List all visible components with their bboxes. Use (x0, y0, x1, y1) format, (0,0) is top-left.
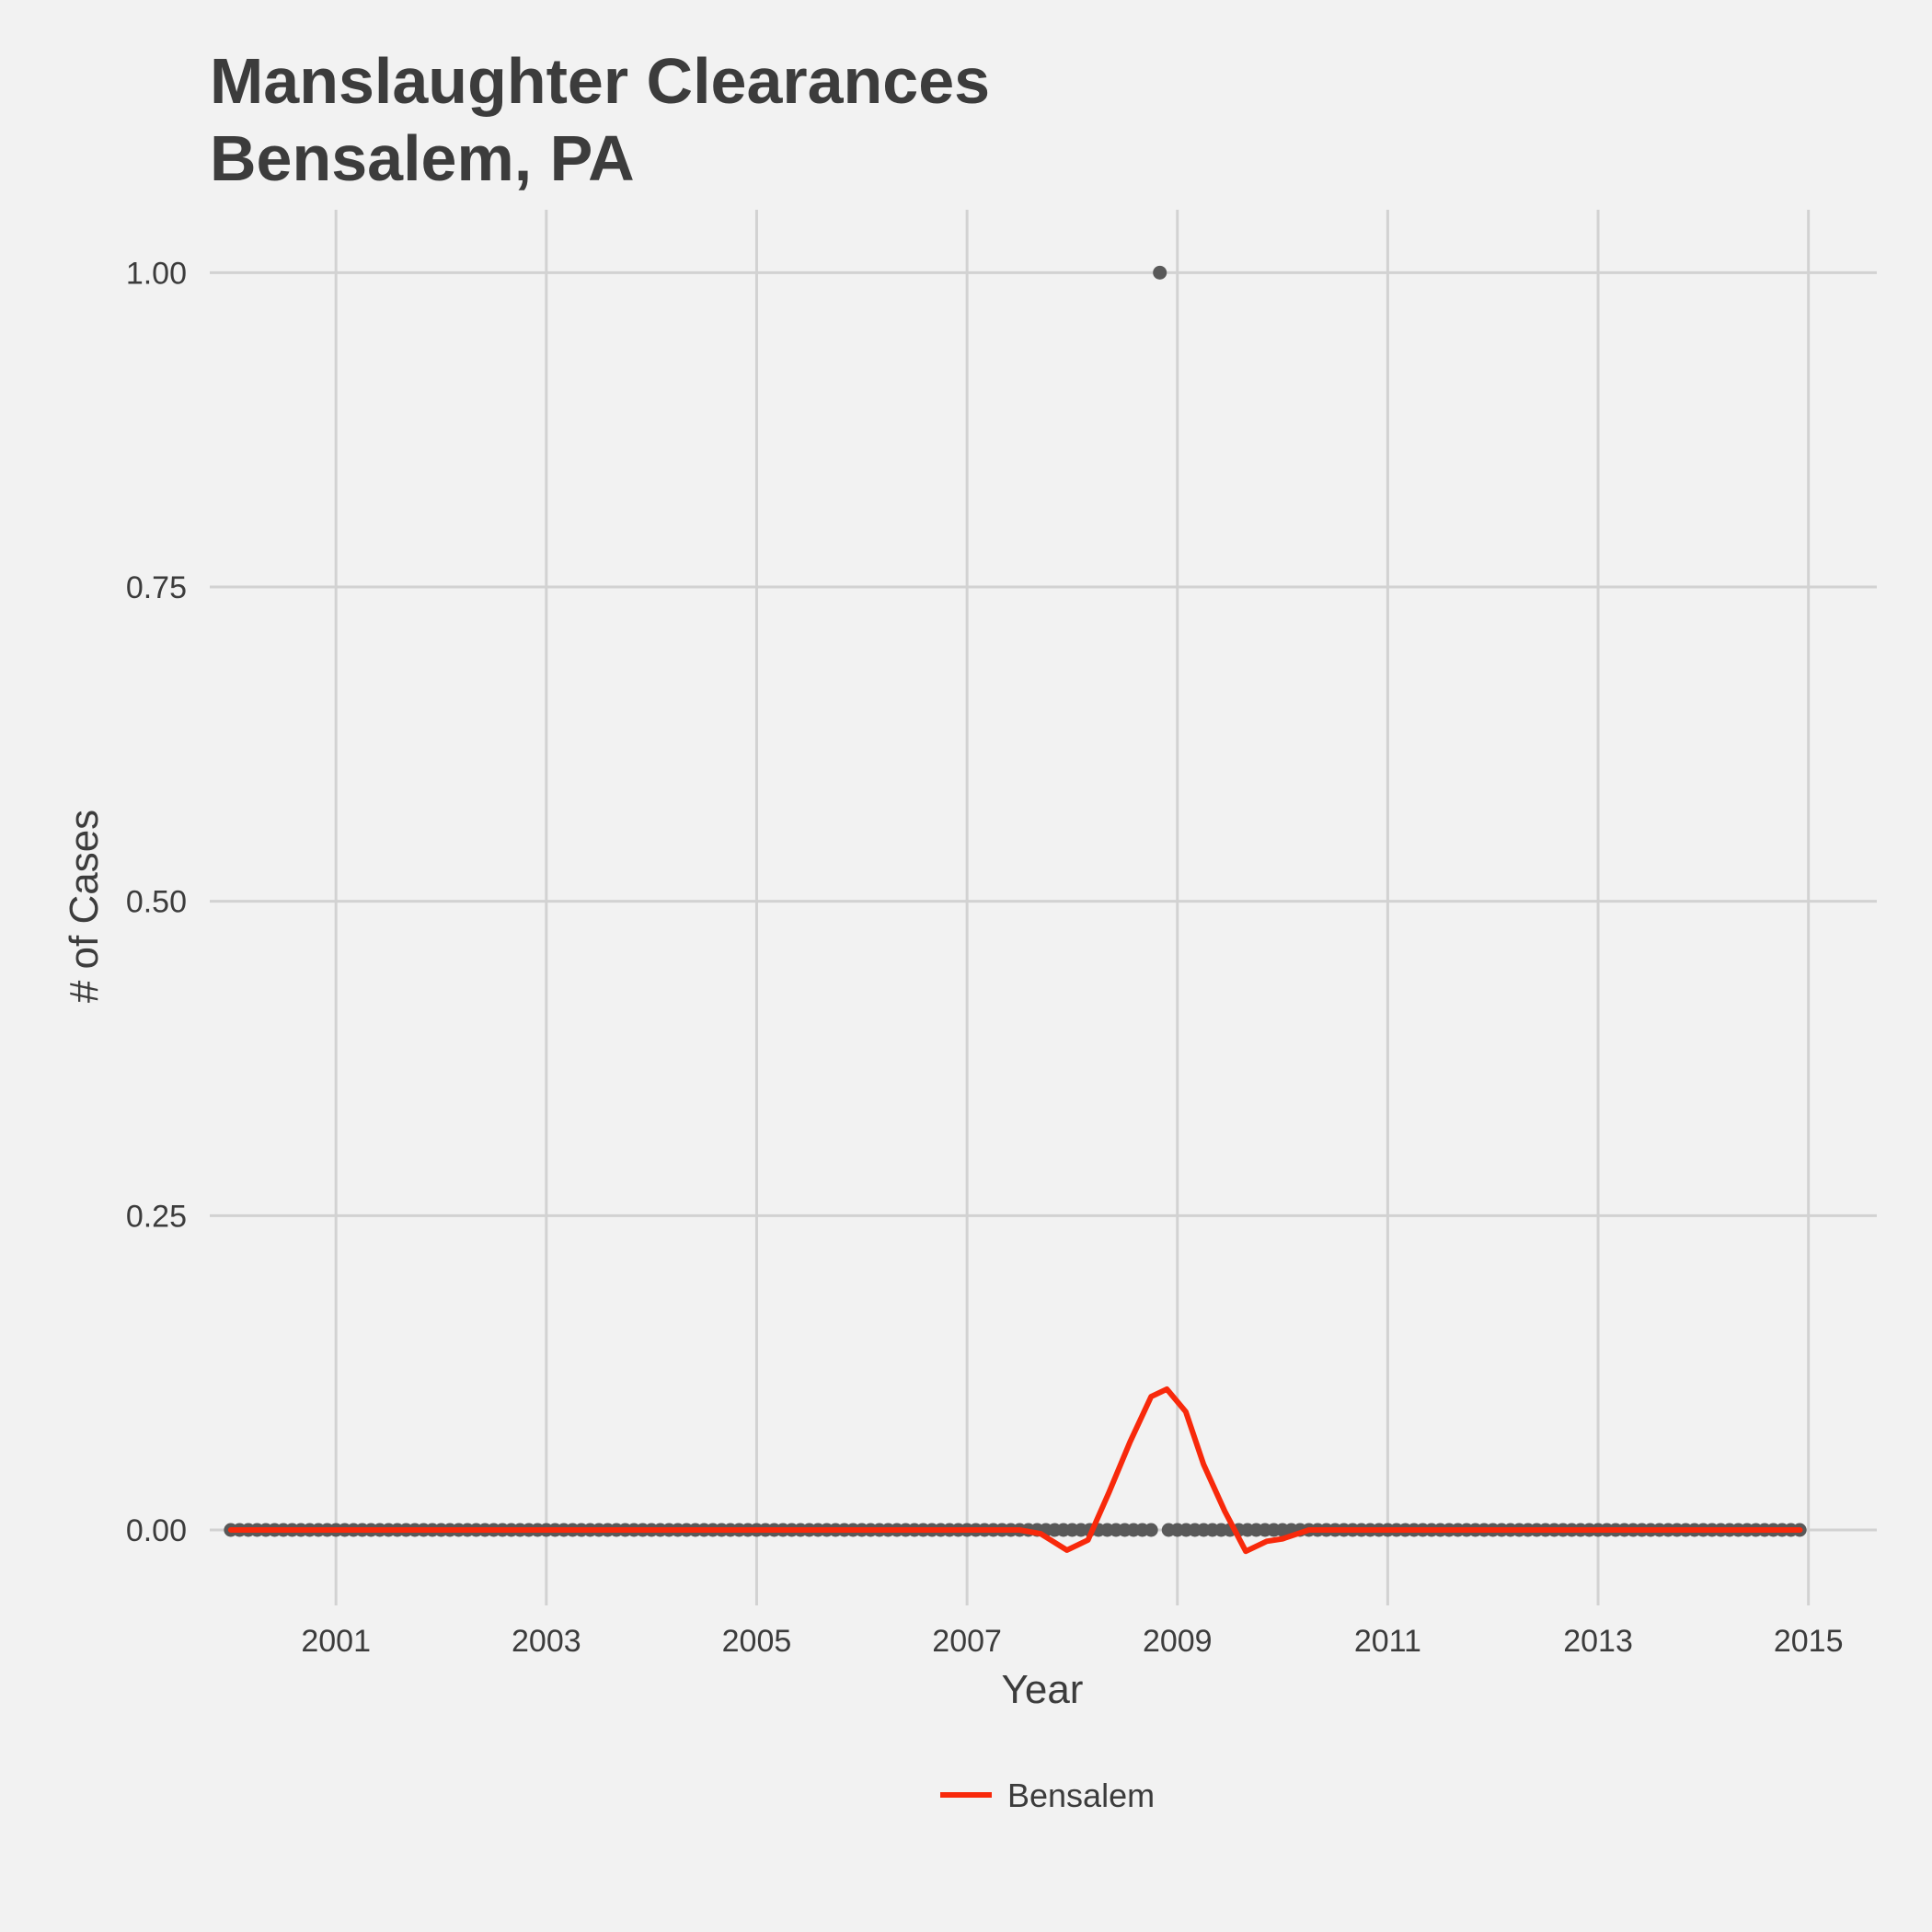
axis-layer: 2001 2003 2005 2007 2009 2011 2013 2015 0.00 0.25… (126, 256, 1844, 1659)
x-tick-label-2001: 2001 (301, 1624, 371, 1659)
chart-title-line-1: Manslaughter Clearances (210, 45, 990, 117)
data-point (1153, 266, 1167, 280)
x-tick-label-2003: 2003 (512, 1624, 581, 1659)
y-tick-label-1.00: 1.00 (126, 256, 187, 291)
legend: Bensalem (940, 1777, 1155, 1814)
y-tick-label-0.00: 0.00 (126, 1513, 187, 1548)
x-tick-label-2013: 2013 (1563, 1624, 1633, 1659)
chart-title-line-2: Bensalem, PA (210, 122, 635, 194)
y-tick-label-0.75: 0.75 (126, 570, 187, 605)
legend-label-bensalem: Bensalem (1007, 1777, 1155, 1814)
y-axis-title: # of Cases (62, 810, 107, 1003)
x-tick-label-2015: 2015 (1774, 1624, 1844, 1659)
x-tick-label-2007: 2007 (932, 1624, 1002, 1659)
y-tick-label-0.50: 0.50 (126, 885, 187, 920)
x-tick-label-2005: 2005 (722, 1624, 792, 1659)
grid-layer (210, 210, 1877, 1605)
data-point (1144, 1524, 1158, 1537)
x-tick-label-2011: 2011 (1354, 1624, 1421, 1659)
x-tick-label-2009: 2009 (1143, 1624, 1213, 1659)
y-tick-label-0.25: 0.25 (126, 1199, 187, 1234)
x-axis-title: Year (1002, 1667, 1084, 1712)
